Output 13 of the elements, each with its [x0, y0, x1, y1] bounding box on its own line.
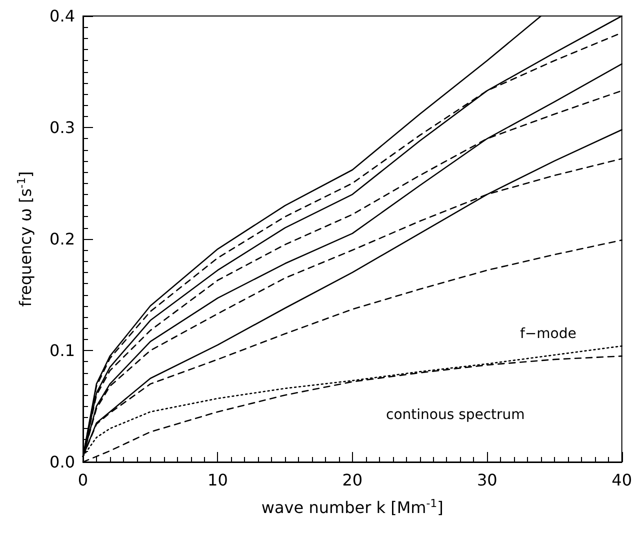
x-tick-label: 40	[612, 470, 632, 490]
x-tick-label: 10	[208, 470, 228, 490]
y-tick-label: 0.0	[50, 452, 75, 472]
annotation: continous spectrum	[386, 407, 525, 423]
y-tick-label: 0.2	[50, 230, 75, 248]
y-tick-label: 0.4	[50, 6, 75, 26]
y-tick-label: 0.1	[50, 341, 75, 360]
x-tick-label: 20	[342, 470, 363, 490]
annotation: f−mode	[520, 326, 576, 342]
y-axis-title: frequency ω [s-1]	[15, 171, 35, 307]
x-tick-label: 30	[476, 470, 498, 490]
y-tick-label: 0.3	[50, 118, 75, 137]
x-tick-label: 0	[78, 470, 88, 490]
